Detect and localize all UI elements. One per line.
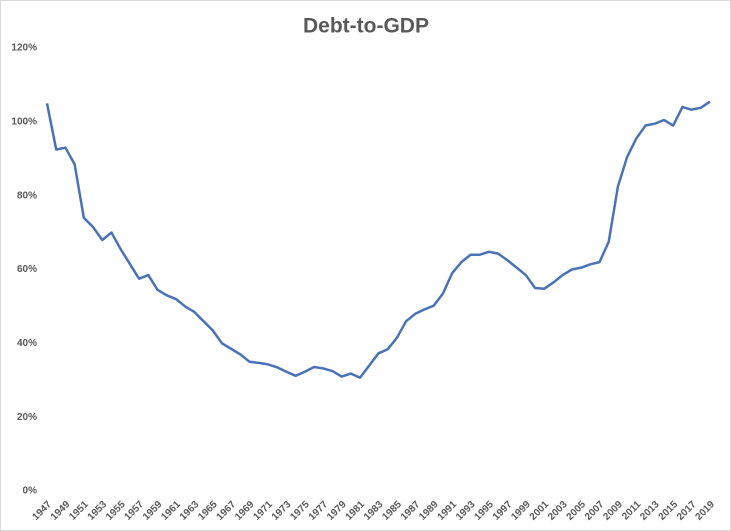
y-tick-label: 20% [17, 412, 37, 423]
data-line [45, 100, 711, 379]
chart-title: Debt-to-GDP [303, 15, 429, 38]
y-tick-label: 0% [23, 486, 38, 497]
y-tick-label: 100% [11, 116, 37, 127]
y-tick-label: 120% [11, 43, 37, 54]
y-tick-label: 60% [17, 264, 37, 275]
y-tick-label: 80% [17, 190, 37, 201]
y-tick-label: 40% [17, 338, 37, 349]
